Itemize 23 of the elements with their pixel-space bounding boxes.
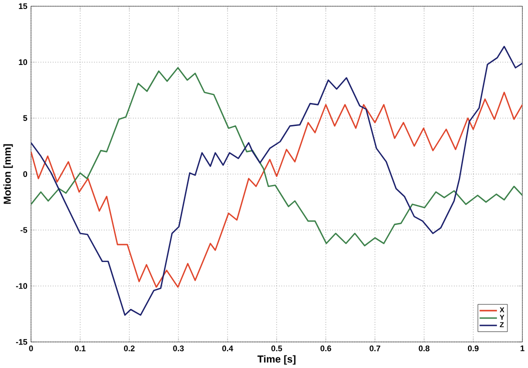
y-tick-label: -5 (20, 227, 28, 233)
y-tick-label: -10 (16, 283, 28, 289)
y-tick-label: 10 (18, 59, 28, 66)
x-axis-title: Time [s] (257, 355, 296, 365)
x-tick-label: 0.5 (271, 346, 282, 352)
x-tick-label: 0.9 (468, 346, 479, 352)
x-tick-label: 0.4 (222, 346, 234, 352)
line-series (31, 67, 522, 246)
x-tick-label: 0.7 (370, 346, 380, 352)
x-tick-label: 0.1 (74, 346, 86, 352)
x-tick-label: 0.8 (418, 346, 430, 352)
y-tick-label: 5 (23, 115, 28, 121)
y-tick-label: 15 (18, 3, 28, 10)
x-tick-label: 0 (29, 346, 33, 352)
line-series (31, 92, 522, 288)
x-tick-label: 0.2 (124, 346, 135, 352)
y-axis-title: Motion [mm] (3, 144, 13, 204)
x-tick-label: 1 (520, 346, 524, 352)
y-tick-label: 0 (23, 171, 28, 177)
y-tick-label: -15 (16, 339, 28, 345)
x-tick-label: 0.3 (173, 346, 184, 352)
x-tick-label: 0.6 (320, 346, 332, 352)
line-series (31, 46, 522, 316)
